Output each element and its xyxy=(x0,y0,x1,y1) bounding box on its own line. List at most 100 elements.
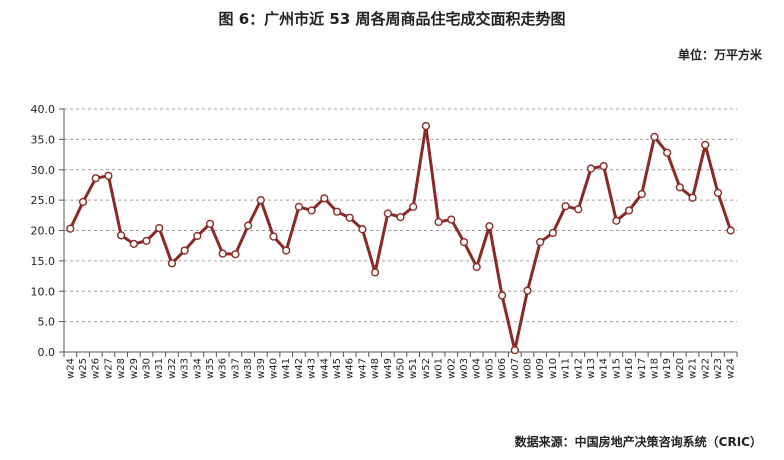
x-tick-label: w29 xyxy=(129,358,140,379)
source-label: 数据来源：中国房地产决策咨询系统（CRIC） xyxy=(514,435,762,449)
data-point xyxy=(371,268,380,277)
data-point xyxy=(688,193,697,202)
x-tick-label: w04 xyxy=(472,358,483,379)
x-tick-label: w33 xyxy=(180,358,191,379)
x-tick-label: w02 xyxy=(446,358,457,379)
x-tick-label: w26 xyxy=(91,358,102,379)
x-tick-label: w49 xyxy=(383,358,394,379)
data-point xyxy=(256,196,265,205)
data-point xyxy=(129,239,138,248)
x-tick-label: w07 xyxy=(510,358,521,379)
chart-title: 图 6：广州市近 53 周各周商品住宅成交面积走势图 xyxy=(218,10,566,28)
x-tick-label: w31 xyxy=(154,358,165,379)
data-point xyxy=(205,219,215,228)
x-tick-label: w51 xyxy=(408,358,419,379)
y-tick-label: 35.0 xyxy=(31,133,56,146)
x-tick-label: w06 xyxy=(497,358,508,379)
unit-label: 单位：万平方米 xyxy=(677,48,762,62)
data-point xyxy=(218,249,227,258)
data-point xyxy=(485,222,494,231)
x-tick-label: w25 xyxy=(78,358,89,379)
data-point xyxy=(307,206,316,215)
x-tick-label: w27 xyxy=(103,358,114,379)
data-point xyxy=(320,194,329,203)
x-tick-label: w50 xyxy=(396,358,407,379)
data-point xyxy=(421,121,430,131)
data-point xyxy=(713,188,723,197)
x-tick-label: w12 xyxy=(573,358,584,379)
x-tick-label: w35 xyxy=(205,358,216,379)
x-tick-label: w45 xyxy=(332,358,343,379)
y-tick-label: 40.0 xyxy=(31,103,56,116)
y-tick-label: 15.0 xyxy=(31,255,56,268)
data-point xyxy=(434,217,443,227)
data-point xyxy=(599,162,608,171)
x-tick-label: w43 xyxy=(307,358,318,379)
x-tick-label: w15 xyxy=(611,358,622,379)
data-point xyxy=(510,346,519,355)
x-tick-label: w16 xyxy=(624,358,635,379)
axes xyxy=(59,108,738,357)
data-point xyxy=(117,231,126,240)
data-point xyxy=(231,250,240,259)
data-point xyxy=(536,237,545,247)
x-tick-label: w46 xyxy=(345,358,356,379)
data-point xyxy=(104,171,113,180)
x-tick-label: w24 xyxy=(726,358,737,379)
y-tick-label: 30.0 xyxy=(31,164,56,177)
x-tick-label: w11 xyxy=(561,358,572,379)
data-point xyxy=(91,174,100,183)
x-tick-label: w52 xyxy=(421,358,432,379)
x-tick-label: w48 xyxy=(370,358,381,379)
x-tick-label: w20 xyxy=(675,358,686,379)
data-point xyxy=(282,246,291,255)
x-tick-label: w28 xyxy=(116,358,127,379)
y-tick-label: 0.0 xyxy=(38,346,56,359)
series-markers xyxy=(66,121,735,355)
x-tick-label: w03 xyxy=(459,358,470,379)
x-tick-label: w13 xyxy=(586,358,597,379)
x-tick-label: w32 xyxy=(167,358,178,379)
data-point xyxy=(574,205,583,214)
x-tick-label: w41 xyxy=(281,358,292,379)
x-tick-label: w18 xyxy=(649,358,660,379)
data-point xyxy=(472,262,481,272)
x-tick-label: w21 xyxy=(688,358,699,379)
data-point xyxy=(244,221,253,230)
data-point xyxy=(726,226,735,235)
data-point xyxy=(409,202,418,211)
x-tick-label: w39 xyxy=(256,358,267,379)
data-point xyxy=(523,286,532,295)
data-point xyxy=(155,223,164,233)
y-tick-label: 10.0 xyxy=(31,285,56,298)
data-point xyxy=(548,228,557,238)
data-point xyxy=(142,236,151,245)
data-point xyxy=(78,197,88,207)
x-tick-label: w17 xyxy=(637,358,648,379)
data-point xyxy=(675,183,684,192)
x-tick-label: w08 xyxy=(522,358,533,379)
x-tick-labels: w24 w25 w26 w27 w28 w29 w30 w31 w32 w33 w34 w35 w36 w… xyxy=(65,358,736,379)
data-point xyxy=(497,291,507,300)
x-tick-label: w24 xyxy=(65,358,76,379)
data-point xyxy=(345,213,354,222)
data-point xyxy=(332,207,342,216)
y-tick-label: 5.0 xyxy=(38,316,56,329)
data-point xyxy=(561,202,570,211)
x-tick-label: w05 xyxy=(484,358,495,379)
y-tick-label: 20.0 xyxy=(31,225,56,238)
x-tick-label: w23 xyxy=(713,358,724,379)
data-point xyxy=(193,231,202,241)
grid-lines xyxy=(64,108,737,323)
x-tick-label: w44 xyxy=(319,358,330,379)
data-point xyxy=(167,259,177,268)
data-point xyxy=(269,232,278,241)
x-tick-label: w34 xyxy=(192,358,203,379)
data-point xyxy=(383,209,392,218)
data-point xyxy=(447,215,456,224)
y-tick-labels: 0.0 5.0 10.0 15.0 20.0 25.0 30.0 35.0 40.0 xyxy=(31,103,56,359)
x-tick-label: w09 xyxy=(535,358,546,379)
x-tick-label: w10 xyxy=(548,358,559,379)
x-tick-label: w47 xyxy=(357,358,368,379)
data-point xyxy=(180,246,189,255)
